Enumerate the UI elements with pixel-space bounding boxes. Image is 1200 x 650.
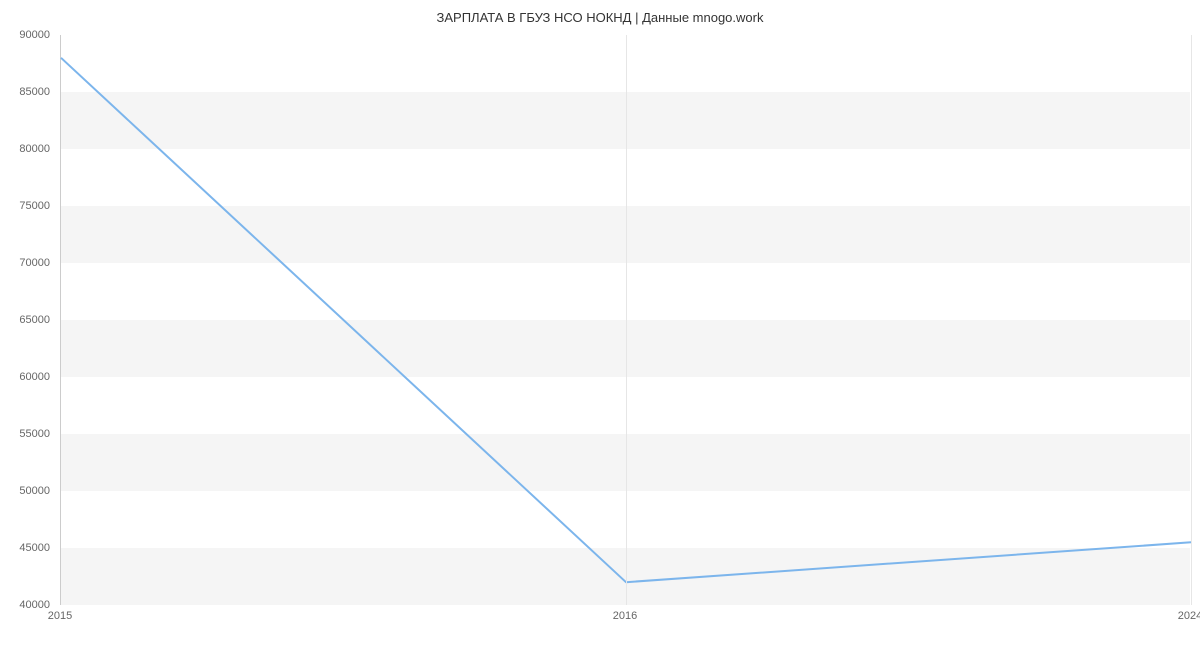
- y-tick-label: 65000: [0, 314, 50, 326]
- x-grid-line: [626, 35, 627, 605]
- y-tick-label: 45000: [0, 542, 50, 554]
- y-tick-label: 75000: [0, 200, 50, 212]
- y-tick-label: 50000: [0, 485, 50, 497]
- y-tick-label: 80000: [0, 143, 50, 155]
- y-tick-label: 90000: [0, 29, 50, 41]
- y-tick-label: 60000: [0, 371, 50, 383]
- plot-area: [60, 35, 1190, 605]
- x-grid-line: [1191, 35, 1192, 605]
- y-tick-label: 55000: [0, 428, 50, 440]
- chart-title: ЗАРПЛАТА В ГБУЗ НСО НОКНД | Данные mnogo…: [0, 0, 1200, 33]
- y-tick-label: 85000: [0, 86, 50, 98]
- x-tick-label: 2016: [613, 610, 637, 622]
- x-tick-label: 2015: [48, 610, 72, 622]
- y-tick-label: 40000: [0, 599, 50, 611]
- chart-container: 4000045000500005500060000650007000075000…: [60, 35, 1190, 620]
- x-tick-label: 2024: [1178, 610, 1200, 622]
- y-tick-label: 70000: [0, 257, 50, 269]
